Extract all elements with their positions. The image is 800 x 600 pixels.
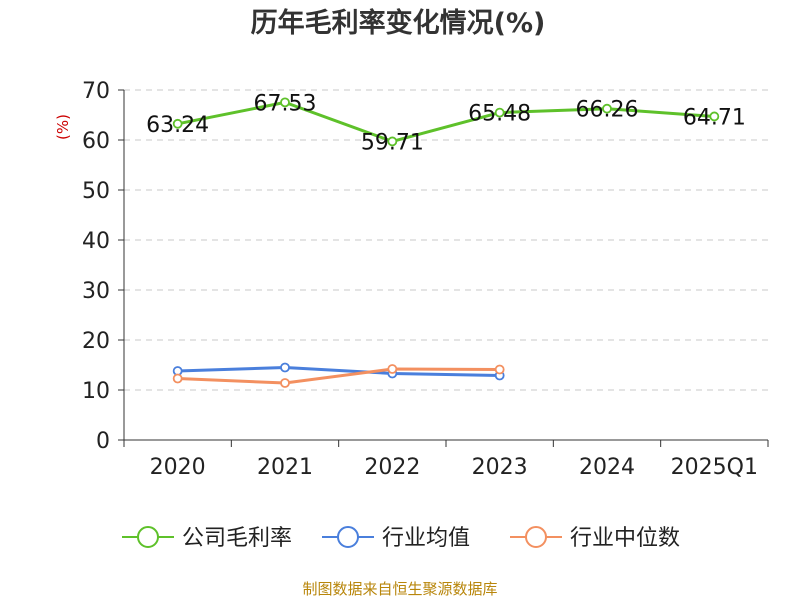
x-tick-label: 2020 (150, 455, 206, 480)
y-tick-label: 10 (82, 379, 110, 404)
y-tick-label: 70 (82, 79, 110, 104)
series-line (177, 100, 715, 143)
data-point (387, 364, 398, 374)
data-label: 64.71 (683, 105, 746, 130)
data-point (494, 364, 505, 375)
y-tick-label: 0 (96, 429, 110, 454)
y-tick-label: 40 (82, 229, 110, 254)
series-line (177, 367, 500, 385)
series-line (177, 366, 500, 377)
legend-label: 行业中位数 (570, 526, 680, 551)
data-point (280, 97, 290, 108)
data-point (494, 107, 505, 118)
data-point (280, 362, 290, 373)
legend-marker (525, 526, 547, 548)
legend-marker (337, 526, 359, 548)
source-note: 制图数据来自恒生聚源数据库 (302, 580, 497, 598)
legend: 公司毛利率 行业均值 行业中位数 (122, 526, 680, 551)
data-label: 67.53 (254, 91, 317, 116)
x-tick-label: 2024 (579, 455, 635, 480)
y-tick-label: 50 (82, 179, 110, 204)
y-tick-label: 60 (82, 129, 110, 154)
x-tick-label: 2025Q1 (671, 455, 758, 480)
y-tick-label: 30 (82, 279, 110, 304)
data-point (280, 378, 290, 388)
data-label: 66.26 (576, 98, 639, 123)
series-group (172, 97, 720, 388)
data-point (172, 118, 183, 129)
legend-marker (137, 526, 159, 548)
data-label: 63.24 (146, 113, 209, 138)
data-point (172, 373, 183, 384)
data-label: 59.71 (361, 130, 424, 155)
chart-title: 历年毛利率变化情况(%) (251, 7, 546, 39)
data-point (602, 103, 612, 114)
data-point (387, 136, 398, 147)
axes: 0 10 20 30 40 50 60 70 2020 2021 2022 2023 2024 2025Q… (82, 79, 769, 480)
data-label: 65.48 (468, 102, 531, 127)
legend-label: 行业均值 (382, 526, 470, 551)
x-tick-label: 2022 (364, 455, 420, 480)
data-point (709, 111, 720, 122)
y-axis-unit-label: (%) (54, 114, 72, 140)
x-tick-label: 2021 (257, 455, 313, 480)
y-tick-label: 20 (82, 329, 110, 354)
data-labels: 63.24 67.53 59.71 65.48 66.26 64.71 (146, 91, 746, 155)
x-tick-label: 2023 (472, 455, 528, 480)
grid-lines (124, 89, 768, 391)
legend-label: 公司毛利率 (182, 526, 292, 551)
